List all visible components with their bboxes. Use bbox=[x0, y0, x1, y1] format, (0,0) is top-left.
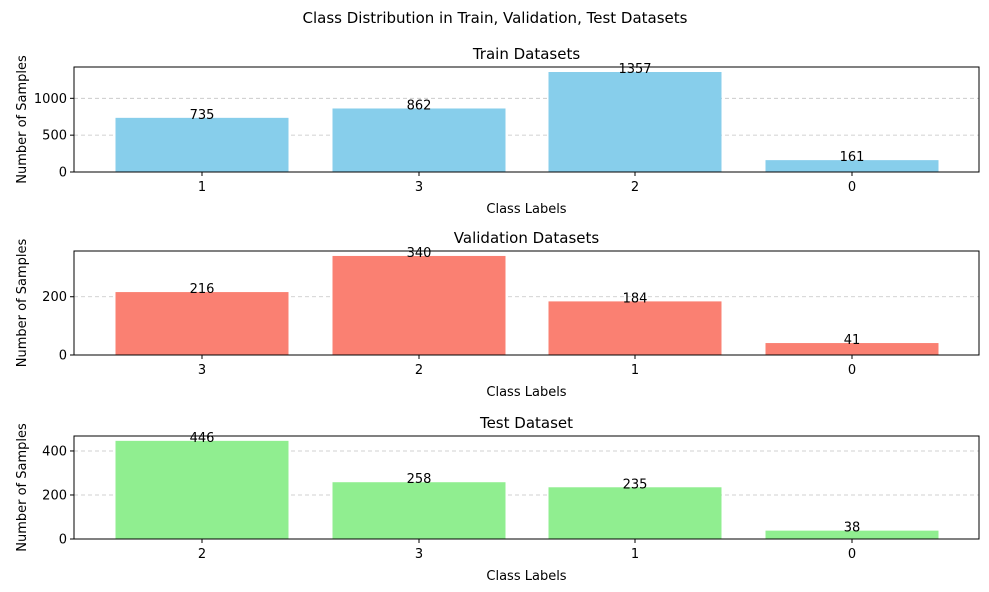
x-tick-label: 1 bbox=[198, 180, 206, 195]
data-label: 258 bbox=[407, 472, 432, 487]
x-tick-label: 2 bbox=[415, 363, 423, 378]
data-label: 184 bbox=[623, 291, 648, 306]
bar bbox=[332, 108, 506, 172]
data-label: 161 bbox=[840, 150, 865, 165]
bar bbox=[765, 530, 939, 539]
y-axis-label: Number of Samples bbox=[15, 55, 30, 184]
figure-suptitle: Class Distribution in Train, Validation,… bbox=[303, 9, 688, 27]
y-tick-label: 1000 bbox=[34, 92, 67, 107]
bar bbox=[548, 301, 722, 355]
panel-title: Train Datasets bbox=[472, 45, 580, 63]
x-tick-label: 0 bbox=[848, 363, 856, 378]
y-tick-label: 0 bbox=[59, 533, 67, 548]
data-label: 1357 bbox=[618, 62, 651, 77]
bar bbox=[548, 72, 722, 172]
y-axis-label: Number of Samples bbox=[15, 423, 30, 552]
x-tick-label: 3 bbox=[415, 547, 423, 562]
x-tick-label: 0 bbox=[848, 180, 856, 195]
x-tick-label: 2 bbox=[198, 547, 206, 562]
data-label: 41 bbox=[844, 333, 861, 348]
x-tick-label: 0 bbox=[848, 547, 856, 562]
plot-frame bbox=[73, 250, 980, 356]
x-axis-label: Class Labels bbox=[486, 569, 566, 584]
panel-title: Validation Datasets bbox=[454, 229, 600, 247]
plot-frame bbox=[73, 435, 980, 540]
x-tick-label: 3 bbox=[198, 363, 206, 378]
data-label: 38 bbox=[844, 521, 861, 536]
y-tick-label: 200 bbox=[42, 488, 67, 503]
x-tick-label: 3 bbox=[415, 180, 423, 195]
bar bbox=[115, 292, 289, 355]
y-tick-label: 0 bbox=[59, 349, 67, 364]
x-tick-label: 1 bbox=[631, 547, 639, 562]
x-axis-label: Class Labels bbox=[486, 385, 566, 400]
data-label: 862 bbox=[407, 98, 432, 113]
x-tick-label: 2 bbox=[631, 180, 639, 195]
data-label: 340 bbox=[407, 246, 432, 261]
data-label: 216 bbox=[190, 282, 215, 297]
bar bbox=[765, 160, 939, 172]
data-label: 735 bbox=[190, 108, 215, 123]
y-axis-label: Number of Samples bbox=[15, 239, 30, 368]
bar bbox=[332, 255, 506, 355]
bar bbox=[115, 117, 289, 172]
bar bbox=[332, 482, 506, 539]
y-tick-label: 200 bbox=[42, 290, 67, 305]
x-axis-label: Class Labels bbox=[486, 202, 566, 217]
panel-title: Test Dataset bbox=[479, 414, 573, 432]
y-tick-label: 0 bbox=[59, 166, 67, 181]
bar bbox=[115, 440, 289, 539]
y-tick-label: 400 bbox=[42, 444, 67, 459]
y-tick-label: 500 bbox=[42, 129, 67, 144]
data-label: 235 bbox=[623, 477, 648, 492]
bar bbox=[548, 487, 722, 539]
bar bbox=[765, 343, 939, 355]
x-tick-label: 1 bbox=[631, 363, 639, 378]
plot-frame bbox=[73, 66, 980, 173]
data-label: 446 bbox=[190, 431, 215, 446]
